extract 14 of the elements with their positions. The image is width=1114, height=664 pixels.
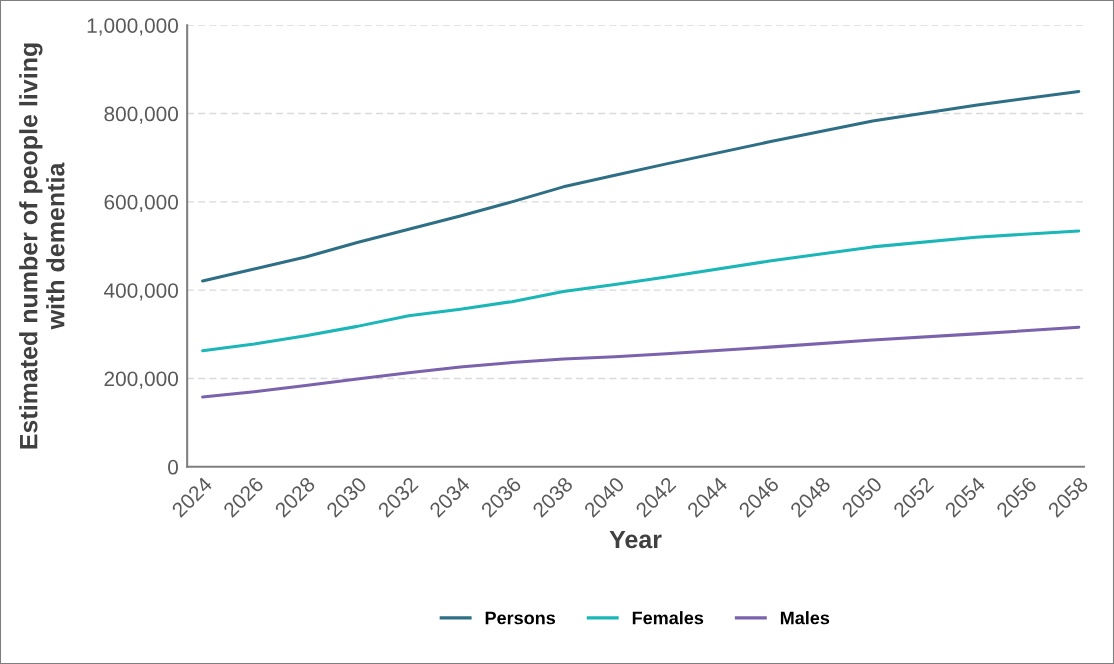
y-tick-label: 200,000 [104, 371, 179, 389]
y-axis-title: Estimated number of people living with dementia [19, 43, 65, 449]
y-tick-label: 1,000,000 [87, 18, 179, 36]
x-axis-title: Year [609, 530, 662, 549]
legend-label: Persons [485, 611, 556, 625]
y-tick-label: 800,000 [104, 106, 179, 124]
y-tick-label: 600,000 [104, 194, 179, 213]
y-tick-label: 400,000 [104, 283, 179, 301]
y-tick-label: 0 [168, 459, 178, 475]
line-series [201, 89, 1081, 283]
legend-label: Males [780, 611, 830, 625]
line-series [201, 229, 1081, 353]
line-series [201, 325, 1081, 399]
legend-label: Females [632, 611, 704, 625]
